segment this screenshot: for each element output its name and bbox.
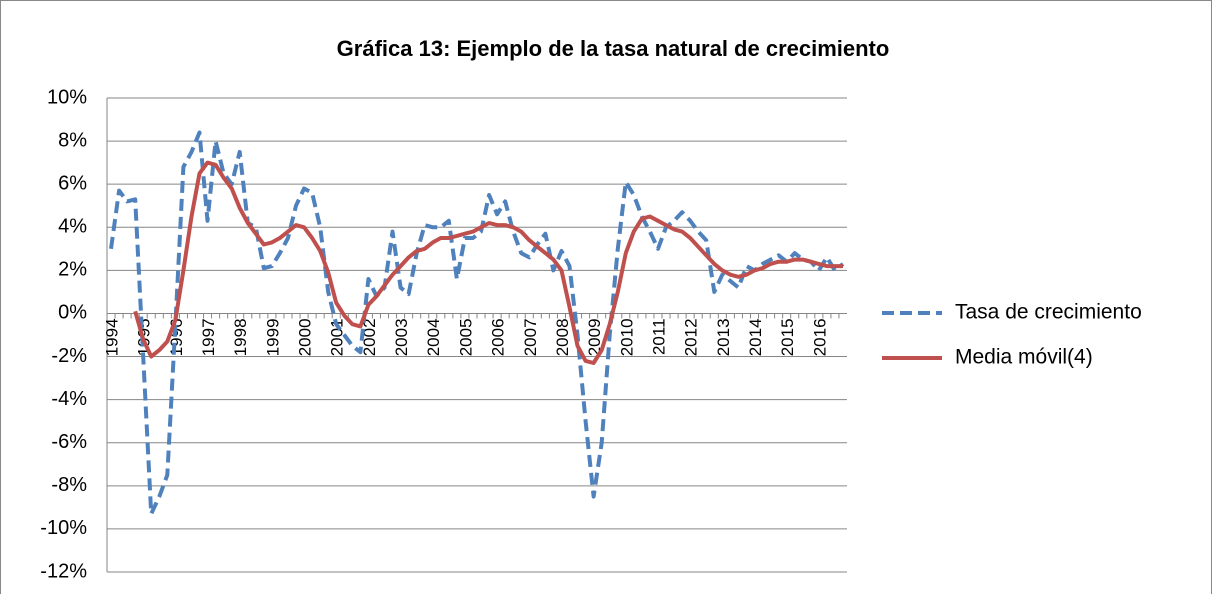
x-tick-label: 2004 [424, 318, 443, 356]
x-tick-label: 2003 [392, 318, 411, 356]
legend-label: Tasa de crecimiento [955, 301, 1142, 324]
y-tick-label: -4% [51, 388, 87, 410]
legend-label: Media móvil(4) [955, 346, 1093, 369]
x-tick-label: 2014 [746, 318, 765, 356]
x-tick-label: 2001 [328, 318, 347, 356]
x-tick-label: 2000 [296, 318, 315, 356]
y-tick-label: -8% [51, 474, 87, 496]
x-tick-label: 2006 [489, 318, 508, 356]
x-tick-label: 2013 [714, 318, 733, 356]
x-tick-label: 1994 [103, 318, 122, 356]
x-tick-label: 2007 [521, 318, 540, 356]
y-tick-label: -10% [40, 517, 87, 539]
x-tick-label: 2012 [682, 318, 701, 356]
x-tick-label: 2016 [810, 318, 829, 356]
y-tick-label: -12% [40, 560, 87, 582]
y-tick-label: 8% [58, 129, 87, 151]
y-tick-label: 6% [58, 172, 87, 194]
series-line [109, 130, 845, 516]
x-tick-label: 2002 [360, 318, 379, 356]
x-tick-label: 2005 [456, 318, 475, 356]
x-tick-label: 1997 [199, 318, 218, 356]
y-tick-label: -2% [51, 345, 87, 367]
y-tick-label: 0% [58, 302, 87, 324]
x-tick-label: 1999 [263, 318, 282, 356]
y-tick-label: 2% [58, 259, 87, 281]
x-tick-label: 2008 [553, 318, 572, 356]
x-tick-label: 2010 [617, 318, 636, 356]
y-tick-label: 4% [58, 216, 87, 238]
series-line [133, 160, 843, 365]
chart-title: Gráfica 13: Ejemplo de la tasa natural d… [337, 36, 890, 61]
y-tick-label: 10% [47, 86, 87, 108]
y-tick-label: -6% [51, 431, 87, 453]
x-tick-label: 2015 [778, 318, 797, 356]
x-tick-label: 2009 [585, 318, 604, 356]
x-tick-label: 1998 [231, 318, 250, 356]
x-tick-label: 2011 [649, 318, 668, 355]
